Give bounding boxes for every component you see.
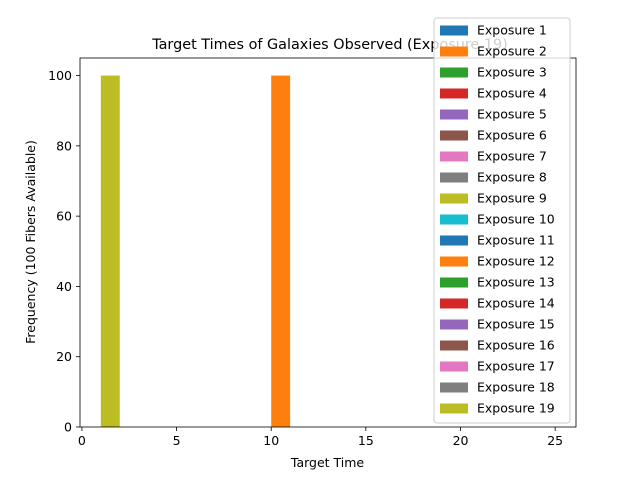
legend-label: Exposure 17 [477,359,555,374]
legend-swatch [440,403,468,414]
x-tick-label: 0 [78,433,86,448]
legend-label: Exposure 13 [477,275,555,290]
legend-swatch [440,214,468,225]
legend-swatch [440,298,468,309]
chart-title: Target Times of Galaxies Observed (Expos… [151,37,508,53]
x-tick-label: 25 [547,433,563,448]
legend-swatch [440,382,468,393]
y-tick-label: 60 [56,209,72,224]
x-tick-label: 20 [453,433,469,448]
legend-swatch [440,88,468,99]
bars-layer [100,75,291,428]
legend: Exposure 1 Exposure 2 Exposure 3 Exposure 4… [433,17,571,424]
legend-swatch [440,277,468,288]
x-axis-label: Target Time [290,455,365,470]
legend-label: Exposure 14 [477,296,555,311]
legend-swatch [440,193,468,204]
legend-label: Exposure 15 [477,317,555,332]
y-axis-ticks: 0 20 40 60 80 100 [48,68,80,435]
legend-label: Exposure 6 [477,128,547,143]
legend-swatch [440,67,468,78]
y-tick-label: 0 [64,420,72,435]
legend-label: Exposure 4 [477,86,547,101]
legend-swatch [440,172,468,183]
legend-label: Exposure 1 [477,23,547,38]
plot-area-frame [79,57,577,428]
x-axis-ticks: 0 5 10 15 20 25 [78,427,563,448]
legend-swatch [440,130,468,141]
x-tick-label: 15 [358,433,374,448]
legend-swatch [440,109,468,120]
legend-label: Exposure 2 [477,44,547,59]
legend-swatch [440,151,468,162]
legend-swatch [440,46,468,57]
legend-label: Exposure 11 [477,233,555,248]
legend-label: Exposure 19 [477,401,555,416]
x-tick-label: 5 [173,433,181,448]
bar-2 [271,75,291,428]
legend-label: Exposure 5 [477,107,547,122]
legend-swatch [440,25,468,36]
legend-label: Exposure 16 [477,338,555,353]
legend-label: Exposure 7 [477,149,547,164]
legend-label: Exposure 10 [477,212,555,227]
legend-label: Exposure 18 [477,380,555,395]
legend-swatch [440,361,468,372]
legend-label: Exposure 9 [477,191,547,206]
legend-label: Exposure 12 [477,254,555,269]
legend-swatch [440,319,468,330]
legend-swatch [440,235,468,246]
x-tick-label: 10 [263,433,279,448]
bar-1 [100,75,120,428]
legend-swatch [440,340,468,351]
y-axis-label: Frequency (100 Fibers Available) [23,140,38,344]
y-tick-label: 80 [56,138,72,153]
y-tick-label: 100 [48,68,72,83]
legend-swatch [440,256,468,267]
legend-label: Exposure 8 [477,170,547,185]
y-tick-label: 20 [56,349,72,364]
legend-label: Exposure 3 [477,65,547,80]
y-tick-label: 40 [56,279,72,294]
